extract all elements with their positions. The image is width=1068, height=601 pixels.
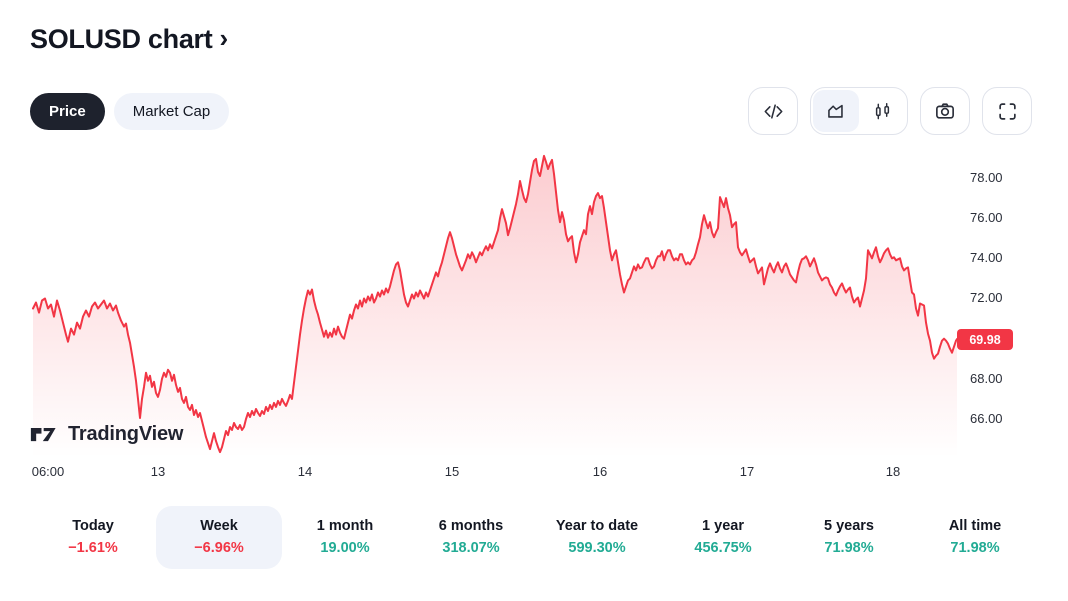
range-label: 5 years xyxy=(824,518,874,534)
area-chart-icon xyxy=(827,104,843,118)
range-change-value: 19.00% xyxy=(320,540,370,556)
x-axis-label: 17 xyxy=(739,464,755,479)
y-axis-label: 68.00 xyxy=(970,370,1003,386)
range-label: 6 months xyxy=(438,518,504,534)
area-fill xyxy=(33,155,957,458)
y-axis-label: 76.00 xyxy=(970,210,1003,226)
range-item-5-years[interactable]: 5 years 71.98% xyxy=(786,506,912,569)
range-change-value: −1.61% xyxy=(68,540,118,556)
price-line xyxy=(32,154,958,454)
chevron-right-icon: › xyxy=(219,22,229,53)
code-embed-button[interactable] xyxy=(748,87,798,135)
fullscreen-icon xyxy=(998,102,1016,120)
page-title-link[interactable]: SOLUSD chart › xyxy=(30,24,228,55)
x-axis-label: 14 xyxy=(297,464,313,479)
range-change-value: 456.75% xyxy=(694,540,752,556)
candlestick-chart-button[interactable] xyxy=(859,90,905,132)
screenshot-button[interactable] xyxy=(920,87,970,135)
range-label: Week xyxy=(200,518,238,534)
y-axis-label: 66.00 xyxy=(970,410,1003,426)
candlestick-icon xyxy=(875,102,889,119)
range-item-1-year[interactable]: 1 year 456.75% xyxy=(660,506,786,569)
x-axis-label: 06:00 xyxy=(31,464,65,479)
range-item-6-months[interactable]: 6 months 318.07% xyxy=(408,506,534,569)
view-toggle: Price Market Cap xyxy=(30,93,230,130)
range-label: Today xyxy=(72,518,114,534)
range-item-year-to-date[interactable]: Year to date 599.30% xyxy=(534,506,660,569)
time-range-selector: Today −1.61% Week −6.96% 1 month 19.00% 6 mont… xyxy=(30,506,1038,569)
range-item-1-month[interactable]: 1 month 19.00% xyxy=(282,506,408,569)
area-series-svg xyxy=(32,154,958,458)
range-item-today[interactable]: Today −1.61% xyxy=(30,506,156,569)
camera-icon xyxy=(936,103,954,119)
area-chart-button[interactable] xyxy=(813,90,859,132)
chart-type-toggle xyxy=(810,87,908,135)
fullscreen-button[interactable] xyxy=(982,87,1032,135)
range-change-value: 71.98% xyxy=(824,540,874,556)
range-label: Year to date xyxy=(555,518,639,534)
y-axis-label: 78.00 xyxy=(970,170,1003,185)
code-icon xyxy=(764,103,782,119)
page-title: SOLUSD chart xyxy=(30,24,213,54)
x-axis-label: 15 xyxy=(444,464,460,479)
range-label: 1 year xyxy=(702,518,744,534)
range-change-value: 71.98% xyxy=(950,540,1000,556)
range-change-value: −6.96% xyxy=(194,540,244,556)
range-item-week[interactable]: Week −6.96% xyxy=(156,506,282,569)
price-tab[interactable]: Price xyxy=(30,93,105,130)
y-axis-label: 74.00 xyxy=(970,250,1003,266)
chart-toolbar xyxy=(748,87,1032,135)
range-change-value: 318.07% xyxy=(442,540,500,556)
range-change-value: 599.30% xyxy=(568,540,626,556)
range-label: All time xyxy=(948,518,1002,534)
y-axis-label: 72.00 xyxy=(970,290,1003,306)
x-axis-label: 16 xyxy=(592,464,608,479)
market-cap-tab[interactable]: Market Cap xyxy=(113,93,230,130)
last-price-badge: 69.98 xyxy=(957,329,1013,350)
range-label: 1 month xyxy=(316,518,374,534)
range-item-all-time[interactable]: All time 71.98% xyxy=(912,506,1038,569)
price-chart[interactable]: TradingView 78.0076.0074.0072.0068.0066.… xyxy=(0,140,1068,480)
x-axis-label: 13 xyxy=(150,464,166,479)
x-axis-label: 18 xyxy=(885,464,901,479)
